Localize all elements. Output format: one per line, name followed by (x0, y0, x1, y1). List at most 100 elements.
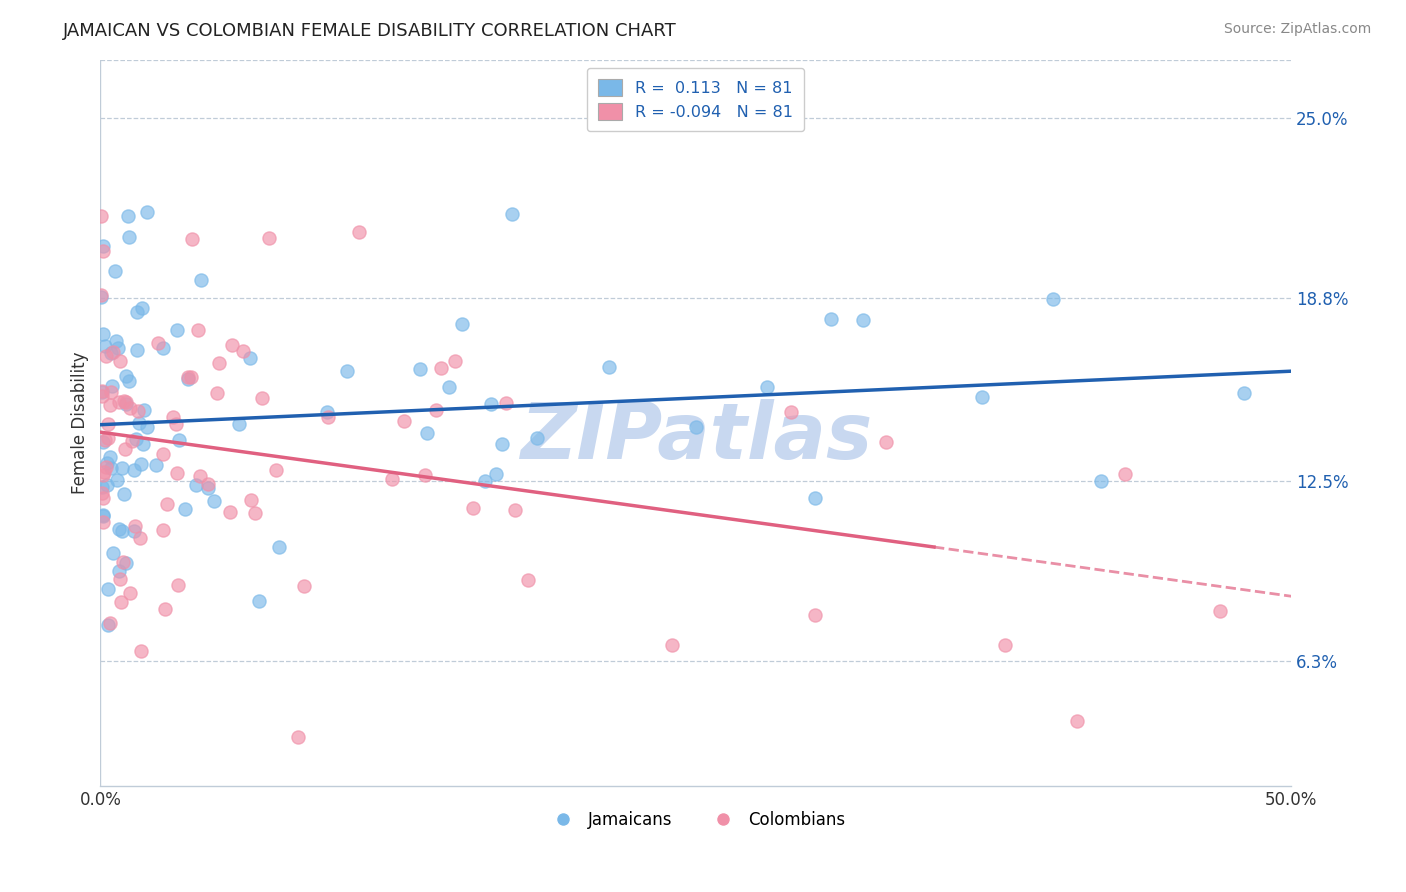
Point (756, 380, 779, 394)
Point (94, 338, 117, 352)
Point (173, 501, 195, 516)
Point (517, 573, 540, 587)
Point (117, 210, 139, 224)
Point (93, 508, 115, 522)
Point (97, 432, 120, 446)
Point (100, 384, 122, 399)
Point (247, 593, 270, 607)
Point (264, 463, 287, 477)
Point (118, 586, 141, 600)
Text: ZIPatlas: ZIPatlas (520, 400, 872, 475)
Point (804, 491, 827, 505)
Point (91, 244, 114, 258)
Point (93, 465, 115, 479)
Point (107, 522, 129, 536)
Point (820, 312, 842, 326)
Point (166, 466, 188, 480)
Y-axis label: Female Disability: Female Disability (72, 351, 89, 494)
Point (392, 414, 415, 428)
Point (91, 434, 114, 449)
Point (91, 389, 114, 403)
Point (127, 404, 149, 418)
Point (474, 474, 496, 488)
Point (91, 238, 114, 252)
Point (292, 579, 315, 593)
Point (152, 341, 174, 355)
Point (598, 359, 620, 374)
Point (124, 519, 146, 533)
Point (91, 326, 114, 341)
Point (503, 503, 526, 517)
Point (112, 486, 135, 500)
Point (112, 393, 135, 408)
Point (156, 498, 179, 512)
Point (90, 287, 112, 301)
Point (96, 478, 118, 492)
Point (98, 616, 121, 631)
Point (105, 473, 128, 487)
Point (148, 336, 170, 351)
Point (409, 362, 432, 376)
Point (115, 369, 138, 384)
Point (1114, 467, 1136, 482)
Point (349, 225, 371, 239)
Point (94, 460, 117, 475)
Point (120, 401, 142, 416)
Point (101, 546, 124, 560)
Point (91, 385, 114, 400)
Point (437, 379, 460, 393)
Point (1233, 385, 1256, 400)
Point (176, 370, 198, 384)
Point (485, 467, 508, 481)
Point (184, 478, 207, 492)
Point (970, 390, 993, 404)
Point (197, 481, 219, 495)
Point (780, 405, 803, 419)
Point (187, 323, 209, 337)
Point (125, 432, 148, 446)
Point (208, 356, 231, 370)
Legend: Jamaicans, Colombians: Jamaicans, Colombians (540, 805, 852, 836)
Point (115, 397, 138, 411)
Point (316, 410, 339, 425)
Point (114, 395, 136, 409)
Point (1042, 292, 1064, 306)
Point (197, 477, 219, 491)
Point (107, 564, 129, 578)
Point (243, 507, 266, 521)
Point (104, 334, 127, 349)
Point (259, 231, 281, 245)
Point (96, 456, 118, 470)
Point (463, 501, 485, 516)
Point (118, 230, 141, 244)
Point (526, 431, 548, 445)
Point (136, 205, 159, 219)
Point (122, 524, 145, 539)
Point (252, 391, 274, 405)
Point (108, 395, 131, 409)
Point (121, 434, 143, 449)
Point (851, 313, 873, 327)
Point (107, 341, 129, 355)
Point (425, 403, 447, 417)
Point (91, 515, 114, 529)
Point (162, 409, 184, 424)
Point (132, 436, 155, 450)
Point (110, 595, 132, 609)
Point (115, 556, 138, 570)
Point (129, 644, 152, 658)
Point (93, 491, 115, 506)
Point (479, 396, 502, 410)
Point (685, 420, 707, 434)
Point (429, 361, 451, 376)
Point (501, 207, 523, 221)
Point (127, 305, 149, 319)
Point (135, 419, 157, 434)
Point (177, 372, 200, 386)
Point (239, 492, 262, 507)
Point (167, 433, 190, 447)
Point (128, 416, 150, 430)
Point (188, 468, 211, 483)
Point (111, 461, 134, 475)
Point (336, 364, 359, 378)
